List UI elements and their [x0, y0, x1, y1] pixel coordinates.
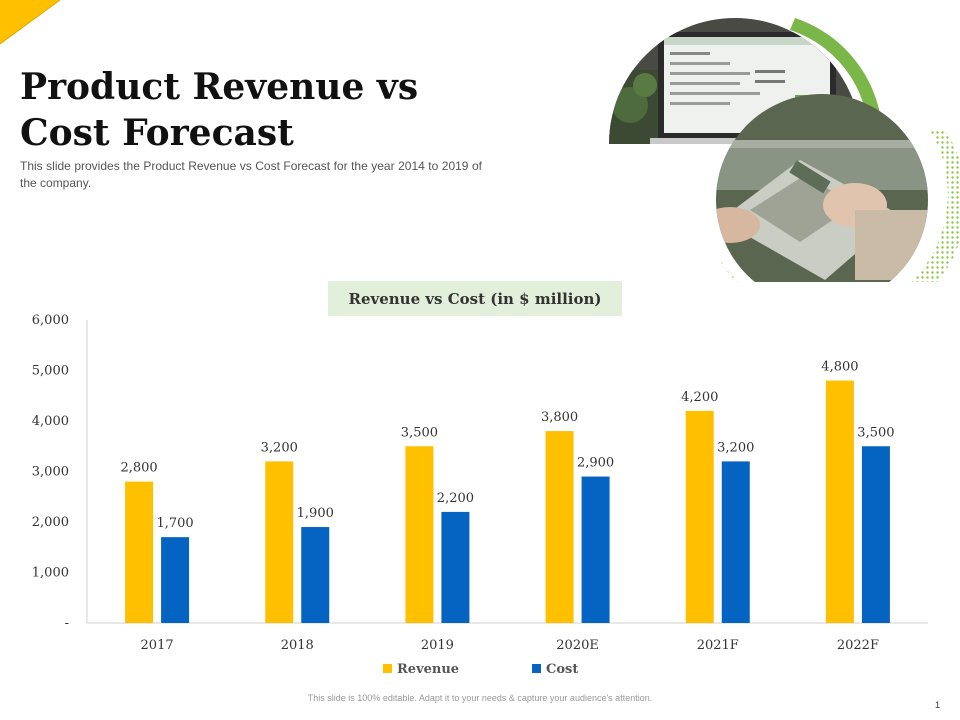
- x-tick-label: 2022F: [837, 638, 879, 653]
- page-title: Product Revenue vs Cost Forecast: [20, 64, 418, 156]
- revenue-bar: [685, 410, 714, 623]
- cost-bar: [861, 446, 890, 623]
- x-tick-label: 2020E: [556, 638, 599, 653]
- footer-note: This slide is 100% editable. Adapt it to…: [307, 693, 653, 703]
- cost-bar: [581, 476, 610, 623]
- legend-label-cost: Cost: [546, 662, 578, 677]
- revenue-bar: [825, 380, 854, 623]
- legend-swatch-revenue: [383, 664, 392, 673]
- slide-description: This slide provides the Product Revenue …: [20, 159, 482, 190]
- y-tick-label: 1,000: [32, 566, 69, 581]
- cost-data-label: 1,700: [156, 516, 193, 531]
- x-tick-label: 2019: [421, 638, 454, 653]
- y-tick-label: 2,000: [32, 515, 69, 530]
- revenue-cost-bar-chart: - 1,000 2,000 3,000 4,000 5,000 6,000 2,800 1,70…: [32, 313, 928, 677]
- revenue-bar: [405, 446, 434, 623]
- revenue-data-label: 3,500: [401, 425, 438, 440]
- chart-title-box: Revenue vs Cost (in $ million): [328, 281, 622, 316]
- y-tick-label: 4,000: [32, 414, 69, 429]
- revenue-bar: [265, 461, 294, 623]
- x-tick-label: 2018: [281, 638, 314, 653]
- cost-bar: [161, 537, 190, 623]
- legend-label-revenue: Revenue: [397, 662, 459, 677]
- title-line-1: Product Revenue vs: [20, 66, 419, 108]
- cost-data-label: 3,500: [857, 425, 894, 440]
- revenue-data-label: 4,200: [681, 390, 718, 405]
- revenue-data-label: 3,200: [261, 440, 298, 455]
- y-tick-label: 6,000: [32, 313, 69, 328]
- cost-bar: [441, 511, 470, 623]
- cost-data-label: 1,900: [297, 506, 334, 521]
- revenue-data-label: 4,800: [821, 360, 858, 375]
- revenue-bar: [545, 431, 574, 623]
- y-tick-label: -: [65, 616, 69, 631]
- revenue-data-label: 3,800: [541, 410, 578, 425]
- cost-data-label: 2,900: [577, 456, 614, 471]
- cost-data-label: 3,200: [717, 440, 754, 455]
- y-tick-label: 3,000: [32, 465, 69, 480]
- x-tick-label: 2017: [141, 638, 174, 653]
- y-tick-label: 5,000: [32, 364, 69, 379]
- corner-decoration: [0, 0, 61, 45]
- revenue-bar: [125, 481, 154, 623]
- legend-swatch-cost: [532, 664, 541, 673]
- cost-bar: [301, 527, 330, 623]
- revenue-data-label: 2,800: [120, 461, 157, 476]
- cost-bar: [721, 461, 750, 623]
- chart-title: Revenue vs Cost (in $ million): [348, 289, 602, 308]
- laptop-calculator-photo: [609, 18, 960, 282]
- title-line-2: Cost Forecast: [20, 112, 294, 154]
- cost-data-label: 2,200: [437, 491, 474, 506]
- x-tick-label: 2021F: [697, 638, 739, 653]
- page-number: 1: [935, 700, 941, 710]
